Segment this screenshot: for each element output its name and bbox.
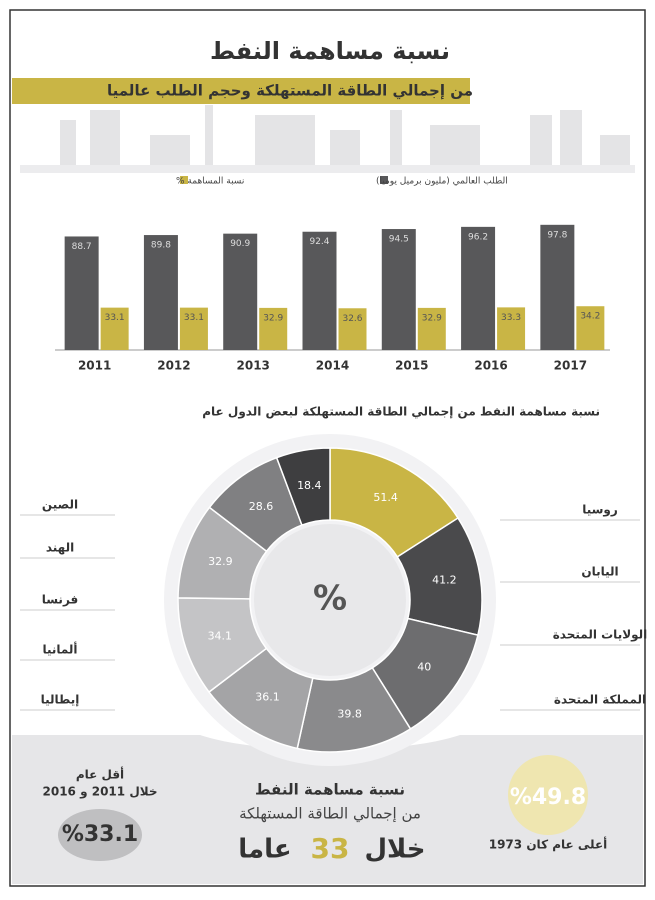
bar xyxy=(100,307,129,350)
value-label: 33.1 xyxy=(105,313,125,323)
legend-swatch xyxy=(380,176,388,184)
bar xyxy=(223,233,258,350)
bar xyxy=(461,226,496,350)
value-label: 33.1 xyxy=(184,313,204,323)
value-label: 88.7 xyxy=(72,242,92,252)
bar xyxy=(302,231,337,350)
donut-segment xyxy=(275,447,331,527)
legend-swatch xyxy=(180,176,188,184)
bar xyxy=(64,236,99,350)
segment-label: 34.1 xyxy=(208,629,233,642)
segment-label: 51.4 xyxy=(373,491,398,504)
subtitle-band xyxy=(12,78,470,104)
segment-label: 39.8 xyxy=(337,707,362,720)
bar xyxy=(417,307,446,350)
bar xyxy=(576,306,605,350)
value-label: 34.2 xyxy=(580,312,600,322)
value-label: 94.5 xyxy=(389,235,409,245)
segment-label: 32.9 xyxy=(208,555,233,568)
bar xyxy=(338,308,367,350)
subtitle: من إجمالي الطاقة المستهلكة وحجم الطلب عا… xyxy=(107,82,473,100)
bar xyxy=(179,307,208,350)
country-label: ألمانيا xyxy=(42,642,77,657)
segment-label: 36.1 xyxy=(255,691,280,704)
country-label: روسيا xyxy=(582,503,618,518)
segment-label: 41.2 xyxy=(432,574,457,587)
max-value: %49.8 xyxy=(510,785,586,810)
min-label: أقل عام xyxy=(76,767,124,783)
min-value: %33.1 xyxy=(62,822,138,847)
x-tick-label: 2017 xyxy=(554,359,587,373)
skyline xyxy=(20,105,635,173)
value-label: 32.9 xyxy=(263,313,283,323)
value-label: 32.9 xyxy=(422,313,442,323)
x-tick-label: 2015 xyxy=(395,359,428,373)
footer-text: عاما xyxy=(238,835,291,865)
segment-label: 18.4 xyxy=(297,479,322,492)
bar xyxy=(143,235,178,350)
min-circle xyxy=(58,809,142,861)
bar xyxy=(497,307,526,350)
max-label: أعلى عام كان 1973 xyxy=(489,837,608,853)
footer-text: خلال xyxy=(364,835,425,865)
legend-label: نسبة المساهمة % xyxy=(176,177,244,187)
x-tick-label: 2012 xyxy=(157,359,190,373)
country-label: المملكة المتحدة xyxy=(554,693,646,707)
country-label: فرنسا xyxy=(42,593,79,607)
country-label: اليابان xyxy=(581,565,618,579)
footer-text: نسبة مساهمة النفط xyxy=(255,781,405,799)
legend-label: الطلب العالمي (مليون برميل يوميا) xyxy=(376,177,508,187)
value-label: 96.2 xyxy=(468,232,488,242)
title: نسبة مساهمة النفط xyxy=(210,37,450,65)
value-label: 97.8 xyxy=(547,230,567,240)
value-label: 90.9 xyxy=(230,239,250,249)
footer-number: 33 xyxy=(311,832,350,865)
donut-center xyxy=(254,524,406,676)
country-label: الهند xyxy=(46,541,74,555)
max-circle xyxy=(508,755,588,835)
segment-label: 40 xyxy=(417,661,431,674)
bar xyxy=(259,307,288,350)
bar xyxy=(381,229,416,350)
footer-text: من إجمالي الطاقة المستهلكة xyxy=(239,805,421,824)
x-tick-label: 2016 xyxy=(474,359,507,373)
value-label: 92.4 xyxy=(309,237,329,247)
value-label: 33.3 xyxy=(501,313,521,323)
value-label: 32.6 xyxy=(342,314,362,324)
country-label: الصين xyxy=(42,498,78,512)
donut-center-label: % xyxy=(313,579,347,619)
x-tick-label: 2014 xyxy=(316,359,349,373)
x-tick-label: 2013 xyxy=(237,359,270,373)
segment-label: 28.6 xyxy=(249,500,274,513)
x-tick-label: 2011 xyxy=(78,359,111,373)
value-label: 89.8 xyxy=(151,241,171,251)
country-label: إيطاليا xyxy=(41,693,80,707)
bar xyxy=(540,224,575,350)
min-label: خلال 2011 و 2016 xyxy=(43,785,158,800)
country-label: الولايات المتحدة xyxy=(553,628,648,643)
donut-title: نسبة مساهمة النفط من إجمالي الطاقة المست… xyxy=(202,405,600,420)
